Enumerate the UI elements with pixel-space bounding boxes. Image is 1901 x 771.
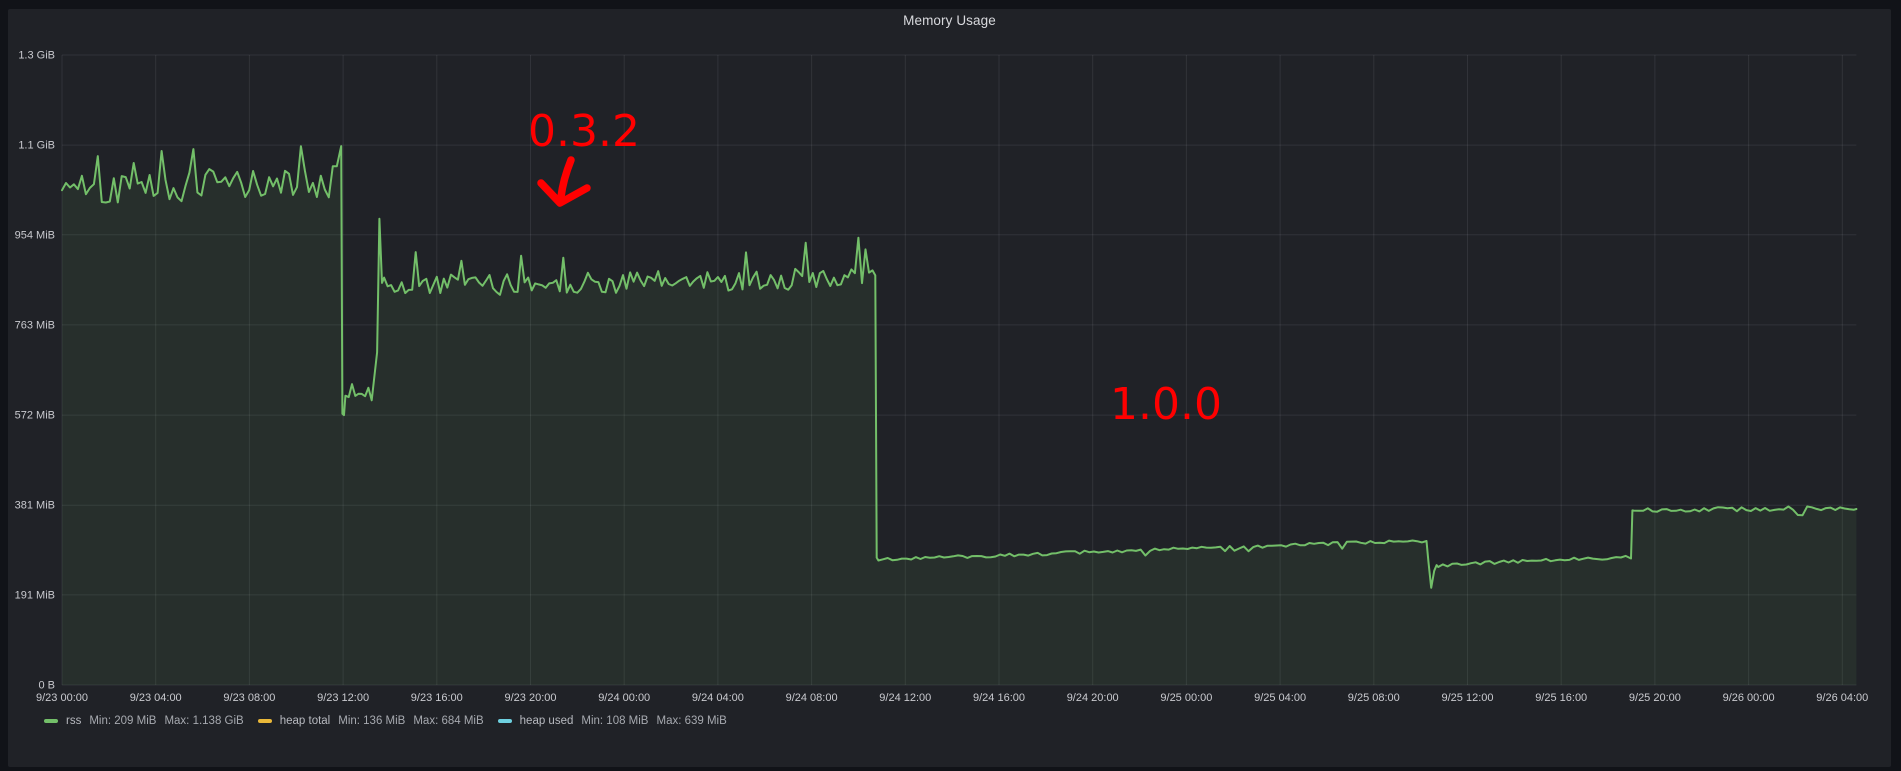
legend-series-max: Max: 684 MiB (413, 715, 484, 727)
annotation-text: 0.3.2 (528, 106, 640, 157)
x-axis-tick-label: 9/25 16:00 (1535, 692, 1587, 704)
legend-item-heap-used[interactable]: heap used Min: 108 MiB Max: 639 MiB (497, 715, 727, 727)
x-axis-tick-label: 9/24 16:00 (973, 692, 1025, 704)
x-axis-tick-label: 9/25 04:00 (1254, 692, 1306, 704)
x-axis-tick-label: 9/26 04:00 (1816, 692, 1868, 704)
x-axis-tick-label: 9/24 00:00 (598, 692, 650, 704)
legend-series-name[interactable]: heap used (519, 715, 574, 727)
legend-series-min: Min: 108 MiB (581, 715, 649, 727)
legend: rss Min: 209 MiB Max: 1.138 GiB heap tot… (44, 715, 727, 727)
x-axis-tick-label: 9/24 04:00 (692, 692, 744, 704)
y-axis-tick-label: 0 B (38, 680, 55, 692)
x-axis-tick-label: 9/25 12:00 (1442, 692, 1494, 704)
x-axis-tick-label: 9/23 00:00 (36, 692, 88, 704)
legend-item-heap-total[interactable]: heap total Min: 136 MiB Max: 684 MiB (257, 715, 484, 727)
x-axis-tick-label: 9/24 12:00 (879, 692, 931, 704)
legend-series-min: Min: 136 MiB (338, 715, 406, 727)
legend-series-name[interactable]: rss (66, 715, 82, 727)
x-axis-tick-label: 9/23 16:00 (411, 692, 463, 704)
x-axis-labels: 9/23 00:00 9/23 04:00 9/23 08:00 9/23 12:00… (36, 692, 1868, 704)
legend-swatch-heap-total (257, 719, 272, 723)
y-axis-labels: 0 B 191 MiB 381 MiB 572 MiB 763 MiB 954 MiB 1.… (15, 50, 55, 692)
x-axis-tick-label: 9/24 20:00 (1067, 692, 1119, 704)
annotation-arrow-head (537, 179, 591, 207)
annotation-arrow-shaft (557, 156, 575, 201)
rss-series-fill (62, 146, 1857, 686)
grid-lines (61, 54, 1857, 686)
annotations-layer: 0.3.2 1.0.0 (528, 106, 1222, 430)
x-axis-tick-label: 9/23 20:00 (505, 692, 557, 704)
legend-series-min: Min: 209 MiB (89, 715, 157, 727)
legend-swatch-heap-used (497, 719, 512, 723)
y-axis-tick-label: 381 MiB (15, 500, 55, 512)
x-axis-tick-label: 9/23 08:00 (223, 692, 275, 704)
x-axis-tick-label: 9/25 20:00 (1629, 692, 1681, 704)
y-axis-tick-label: 954 MiB (15, 229, 55, 241)
legend-item-rss[interactable]: rss Min: 209 MiB Max: 1.138 GiB (44, 715, 244, 727)
y-axis-tick-label: 1.3 GiB (18, 50, 55, 62)
legend-swatch-rss (44, 719, 58, 723)
x-axis-tick-label: 9/24 08:00 (786, 692, 838, 704)
y-axis-tick-label: 572 MiB (15, 410, 55, 422)
memory-usage-panel (8, 9, 1891, 767)
legend-series-max: Max: 639 MiB (656, 715, 727, 727)
legend-series-max: Max: 1.138 GiB (164, 715, 244, 727)
rss-series-line[interactable] (61, 145, 1858, 589)
panel-title[interactable]: Memory Usage (903, 13, 996, 28)
x-axis-tick-label: 9/23 04:00 (130, 692, 182, 704)
y-axis-tick-label: 763 MiB (15, 319, 55, 331)
x-axis-tick-label: 9/25 08:00 (1348, 692, 1400, 704)
x-axis-tick-label: 9/23 12:00 (317, 692, 369, 704)
x-axis-tick-label: 9/26 00:00 (1723, 692, 1775, 704)
y-axis-tick-label: 191 MiB (15, 589, 55, 601)
annotation-text: 1.0.0 (1110, 379, 1222, 430)
legend-series-name[interactable]: heap total (279, 715, 331, 727)
y-axis-tick-label: 1.1 GiB (18, 140, 55, 152)
x-axis-tick-label: 9/25 00:00 (1160, 692, 1212, 704)
